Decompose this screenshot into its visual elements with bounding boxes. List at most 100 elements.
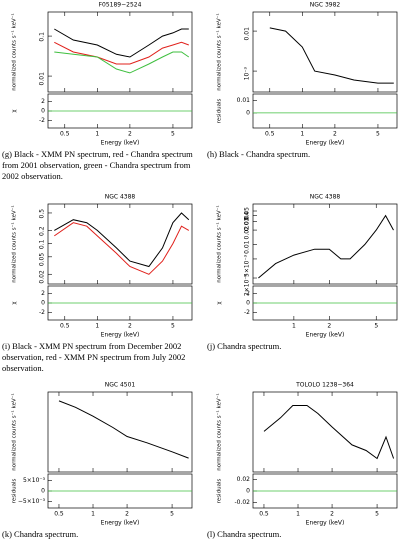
plot-frame (47, 203, 193, 285)
residual-label: χ (12, 301, 18, 305)
x-tick-label: 0.5 (60, 323, 70, 330)
x-axis-label: Energy (keV) (101, 520, 140, 527)
plot-frame (252, 203, 398, 285)
spectrum-model (269, 27, 394, 84)
residual-label: χ (217, 301, 223, 305)
residual-tick-label: 2 (246, 290, 250, 297)
residual-frame (252, 93, 398, 129)
x-tick-label: 0.5 (54, 511, 64, 518)
y-tick-label: 0.01 (244, 240, 251, 254)
y-tick-label: 0.2 (39, 226, 46, 236)
residual-label: residuals (217, 99, 223, 124)
y-tick-label: 0.01 (244, 27, 251, 41)
caption: (i) Black - XMM PN spectrum from Decembe… (2, 341, 186, 373)
panel-title: NGC 4388 (105, 194, 136, 201)
y-tick-label: 2×10⁻³ (244, 273, 251, 296)
panel-title: NGC 4388 (310, 194, 341, 201)
panel-title: TOLOLO 1238−364 (295, 382, 354, 389)
panel-title: NGC 4501 (105, 382, 136, 389)
y-tick-label: 0.5 (39, 209, 46, 219)
x-tick-label: 1 (292, 323, 296, 330)
x-tick-label: 2 (333, 131, 337, 138)
x-tick-label: 5 (171, 323, 175, 330)
plot-frame (47, 11, 193, 93)
spectrum-model (58, 400, 189, 459)
spectrum-model (258, 214, 394, 279)
x-tick-label: 2 (330, 511, 334, 518)
x-axis-label: Energy (keV) (306, 140, 345, 147)
x-tick-label: 1 (95, 323, 99, 330)
x-tick-label: 5 (376, 131, 380, 138)
spectrum-model (263, 405, 395, 460)
residual-tick-label: 2 (41, 290, 45, 297)
caption: (j) Chandra spectrum. (207, 341, 282, 351)
caption: (k) Chandra spectrum. (2, 529, 79, 539)
residual-tick-label: 0.02 (237, 476, 251, 483)
residual-tick-label: 0 (246, 109, 250, 116)
caption: (h) Black - Chandra spectrum. (207, 149, 311, 159)
residual-tick-label: −5×10⁻³ (18, 498, 46, 505)
x-axis-label: Energy (keV) (306, 332, 345, 339)
residual-label: residuals (217, 479, 223, 504)
y-axis-label: normalized counts s⁻¹ keV⁻¹ (216, 205, 223, 282)
residual-tick-label: 0 (246, 300, 250, 307)
y-tick-label: 0.05 (39, 253, 46, 267)
x-tick-label: 5 (374, 323, 378, 330)
y-tick-label: 10⁻³ (244, 67, 251, 81)
x-tick-label: 2 (125, 511, 129, 518)
x-axis-label: Energy (keV) (101, 332, 140, 339)
y-tick-label: 0.1 (39, 239, 46, 249)
y-axis-label: normalized counts s⁻¹ keV⁻¹ (11, 13, 18, 90)
y-tick-label: 0.03 (244, 217, 251, 231)
panel-title: NGC 3982 (310, 2, 341, 9)
plot-frame (47, 391, 193, 473)
y-axis-label: normalized counts s⁻¹ keV⁻¹ (216, 393, 223, 470)
spectrum-model (54, 51, 190, 74)
residual-tick-label: 0 (41, 488, 45, 495)
y-tick-label: 0.04 (244, 211, 251, 225)
residual-label: χ (12, 109, 18, 113)
residual-tick-label: -2 (39, 117, 45, 124)
x-axis-label: Energy (keV) (306, 520, 345, 527)
x-tick-label: 2 (128, 131, 132, 138)
x-tick-label: 2 (128, 323, 132, 330)
y-tick-label: 0.1 (39, 32, 46, 42)
x-tick-label: 0.5 (60, 131, 70, 138)
panel-title: F05189−2524 (99, 2, 142, 9)
plot-frame (252, 391, 398, 473)
residual-tick-label: 0 (246, 488, 250, 495)
residual-tick-label: 0 (41, 300, 45, 307)
y-tick-label: 0.05 (244, 207, 251, 221)
x-tick-label: 0.5 (265, 131, 275, 138)
plot-frame (252, 11, 398, 93)
x-tick-label: 0.5 (259, 511, 269, 518)
residual-tick-label: 5×10⁻³ (23, 477, 46, 484)
x-tick-label: 1 (91, 511, 95, 518)
residual-tick-label: -2 (39, 309, 45, 316)
x-tick-label: 1 (296, 511, 300, 518)
residual-tick-label: -2 (244, 309, 250, 316)
x-axis-label: Energy (keV) (101, 140, 140, 147)
y-axis-label: normalized counts s⁻¹ keV⁻¹ (11, 205, 18, 282)
y-tick-label: 0.02 (244, 226, 251, 240)
x-tick-label: 5 (375, 511, 379, 518)
caption: (l) Chandra spectrum. (207, 529, 282, 539)
x-tick-label: 1 (95, 131, 99, 138)
y-tick-label: 0.01 (39, 72, 46, 86)
spectrum-model (54, 212, 190, 268)
spectrum-model (54, 41, 189, 65)
residual-tick-label: 0 (41, 108, 45, 115)
residual-tick-label: -0.02 (234, 499, 250, 506)
y-axis-label: normalized counts s⁻¹ keV⁻¹ (216, 13, 223, 90)
y-tick-label: 5×10⁻³ (244, 254, 251, 277)
spectrum-model (54, 222, 190, 275)
spectrum-model (54, 28, 189, 58)
x-tick-label: 5 (170, 511, 174, 518)
residual-label: residuals (12, 479, 18, 504)
caption: (g) Black - XMM PN spectrum, red - Chand… (2, 149, 193, 181)
y-axis-label: normalized counts s⁻¹ keV⁻¹ (11, 393, 18, 470)
residual-tick-label: 0.01 (237, 97, 251, 104)
x-tick-label: 5 (171, 131, 175, 138)
